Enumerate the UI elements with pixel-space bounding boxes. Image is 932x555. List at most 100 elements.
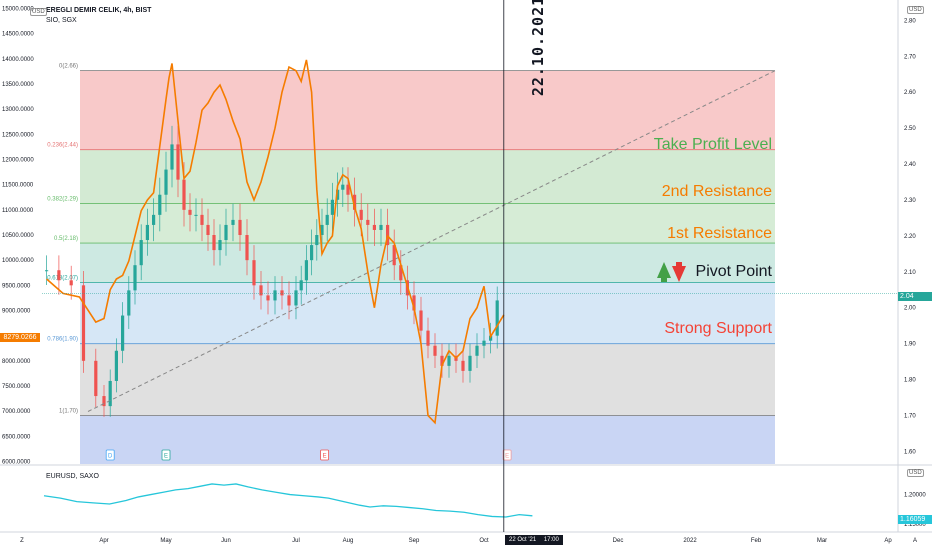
eurusd-title: EURUSD, SAXO <box>46 473 99 480</box>
take-profit-label: Take Profit Level <box>653 136 772 153</box>
event-marker-label: E <box>164 454 168 460</box>
candle-body <box>259 285 263 296</box>
candle-body <box>152 214 156 225</box>
x-tick-label: Jul <box>292 538 300 544</box>
x-tick-label: 2022 <box>683 538 697 544</box>
candle-body <box>353 194 357 210</box>
event-marker-label: E <box>323 454 327 460</box>
symbol-subtitle: SIO, SGX <box>46 17 77 24</box>
eurusd-line[interactable] <box>43 483 533 518</box>
left-tick-label: 11500.0000 <box>2 183 34 189</box>
up-arrow-icon <box>657 262 671 282</box>
candle-body <box>170 144 174 170</box>
x-tick-label: A <box>913 538 917 544</box>
fib-level-label: 0.618(2.07) <box>47 276 78 282</box>
right-tick-label: 2.80 <box>904 18 916 24</box>
right-tick-label: 1.70 <box>904 414 916 420</box>
x-tick-label: Aug <box>343 538 354 544</box>
fib-zone-base <box>80 415 775 464</box>
left-tick-label: 14000.0000 <box>2 57 34 63</box>
right-tick-label: 1.60 <box>904 449 916 455</box>
time-badge-hour: 17:00 <box>543 537 559 543</box>
candle-body <box>231 219 235 225</box>
event-marker-label: D <box>108 454 113 460</box>
event-marker[interactable] <box>320 449 330 461</box>
candle-body <box>475 345 479 356</box>
event-marker-label: E <box>505 454 509 460</box>
resistance1-label: 1st Resistance <box>667 225 772 242</box>
candle-body <box>320 224 324 235</box>
candle-body <box>419 310 423 331</box>
candle-body <box>108 380 112 407</box>
candle-body <box>359 209 363 220</box>
candle-body <box>447 355 451 366</box>
candle-body <box>266 295 270 301</box>
left-tick-label: 14500.0000 <box>2 32 34 38</box>
candle-body <box>294 290 298 306</box>
left-tick-label: 10500.0000 <box>2 233 34 239</box>
fib-level-label: 1(1.70) <box>59 409 78 415</box>
fib-zone <box>80 149 775 204</box>
candle-body <box>482 340 486 346</box>
candle-body <box>489 335 493 341</box>
fib-zone <box>80 243 775 283</box>
right-tick-label: 1.90 <box>904 342 916 348</box>
fib-zone <box>80 70 775 150</box>
annotation-labels: EURUSD, SAXO <box>46 262 686 480</box>
sio-line[interactable] <box>46 59 505 425</box>
x-tick-label: Z <box>20 538 24 544</box>
x-tick-label: Apr <box>99 538 108 544</box>
price-left-badge: 8279.0266 <box>0 333 40 342</box>
left-tick-label: 12500.0000 <box>2 132 34 138</box>
fib-level-label: 0.382(2.29) <box>47 197 78 203</box>
marker-date-label: 22.10.2021 <box>529 0 547 97</box>
currency-left-badge: USD <box>30 8 47 16</box>
candle-body <box>218 240 222 251</box>
left-tick-label: 8000.0000 <box>2 359 31 365</box>
symbol-title: EREGLI DEMIR CELIK, 4h, BIST <box>46 7 152 14</box>
left-tick-label: 10000.0000 <box>2 258 34 264</box>
event-marker[interactable] <box>502 449 512 461</box>
candle-body <box>392 245 396 266</box>
x-tick-label: Feb <box>751 538 762 544</box>
right-tick-label: 2.00 <box>904 306 916 312</box>
candle-body <box>158 194 162 215</box>
candle-body <box>114 350 118 381</box>
candle-body <box>433 345 437 356</box>
candle-body <box>325 214 329 225</box>
left-tick-label: 12000.0000 <box>2 158 34 164</box>
x-tick-label: Oct <box>479 538 489 544</box>
left-tick-label: 7000.0000 <box>2 409 31 415</box>
candle-body <box>468 355 472 371</box>
candle-body <box>57 270 61 281</box>
event-marker[interactable] <box>105 449 115 461</box>
x-tick-label: Ap <box>884 538 892 544</box>
event-marker[interactable] <box>161 449 171 461</box>
candle-body <box>45 270 49 272</box>
candle-body <box>495 300 499 336</box>
candle-body <box>372 224 376 230</box>
candle-body <box>145 224 149 241</box>
candle-body <box>121 315 125 351</box>
candle-body <box>194 214 198 216</box>
trend-line[interactable] <box>87 70 776 412</box>
left-tick-label: 13500.0000 <box>2 82 34 88</box>
right-tick-label: 2.20 <box>904 234 916 240</box>
candle-body <box>212 235 216 251</box>
candle-body <box>245 235 249 261</box>
left-tick-label: 13000.0000 <box>2 107 34 113</box>
candle-body <box>69 280 73 286</box>
right-tick-label: 2.30 <box>904 198 916 204</box>
pivot-label: Pivot Point <box>695 263 772 280</box>
candle-body <box>188 209 192 215</box>
candle-body <box>102 396 106 407</box>
candle-body <box>252 260 256 286</box>
down-arrow-icon <box>672 262 686 282</box>
candle-body <box>310 245 314 261</box>
x-tick-label: Mar <box>817 538 827 544</box>
time-badge: 22 Oct '21 17:00 <box>505 535 563 545</box>
left-tick-label: 9500.0000 <box>2 283 31 289</box>
